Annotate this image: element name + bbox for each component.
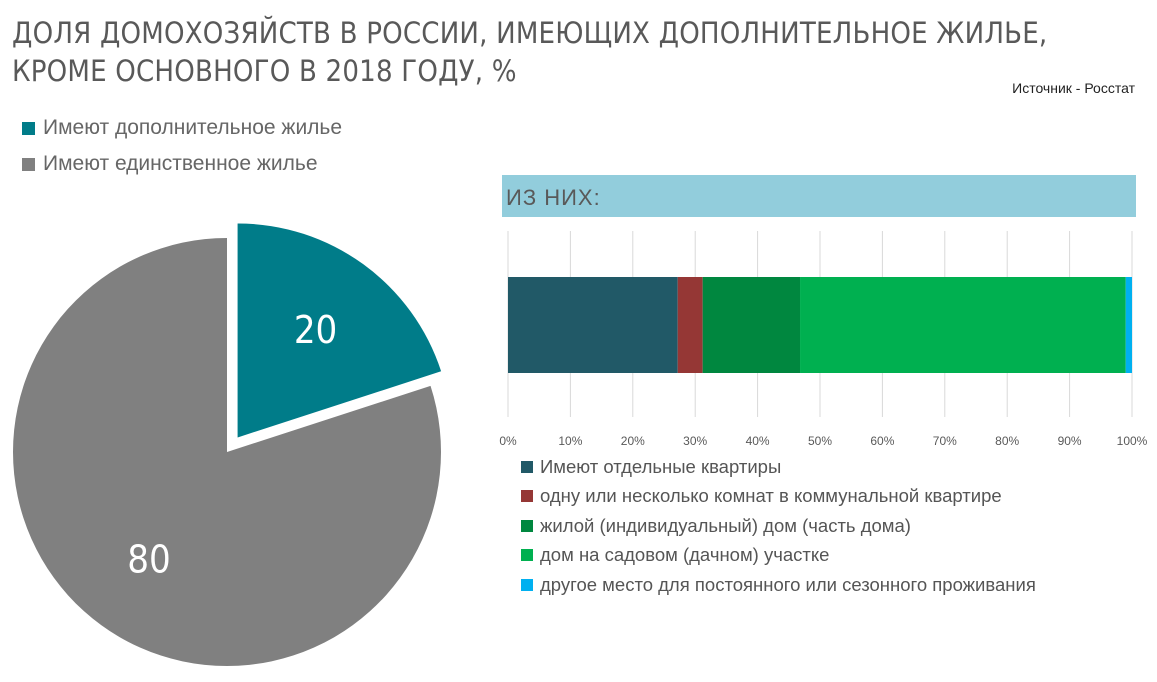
x-tick-label: 60% xyxy=(870,434,894,448)
legend-label: дом на садовом (дачном) участке xyxy=(540,544,830,566)
legend-swatch xyxy=(521,460,533,473)
legend-label: Имеют единственное жилье xyxy=(43,152,318,175)
x-tick-label: 90% xyxy=(1058,434,1082,448)
x-tick-label: 100% xyxy=(1117,434,1148,448)
legend-swatch xyxy=(22,121,35,135)
source-label: Источник - Росстат xyxy=(1012,80,1135,96)
legend-swatch xyxy=(521,578,533,591)
pie-data-label: 20 xyxy=(294,308,338,352)
legend-label: жилой (индивидуальный) дом (часть дома) xyxy=(540,514,911,536)
pie-data-label: 80 xyxy=(127,537,171,581)
legend-label: Имеют отдельные квартиры xyxy=(540,455,782,477)
bar-segment xyxy=(677,277,703,373)
bar-segment xyxy=(1125,277,1132,373)
bar-legend-item: дом на садовом (дачном) участке xyxy=(521,541,1036,571)
bar-legend-item: Имеют отдельные квартиры xyxy=(521,452,1036,482)
x-tick-label: 70% xyxy=(933,434,957,448)
pie-legend: Имеют дополнительное жилье Имеют единств… xyxy=(22,110,342,182)
bar-legend-item: другое место для постоянного или сезонно… xyxy=(521,570,1036,600)
legend-label: одну или несколько комнат в коммунальной… xyxy=(540,485,1002,507)
legend-swatch xyxy=(521,490,533,503)
legend-swatch xyxy=(521,549,533,562)
x-tick-label: 80% xyxy=(995,434,1019,448)
x-tick-label: 40% xyxy=(746,434,770,448)
x-tick-label: 30% xyxy=(683,434,707,448)
title-line-1: ДОЛЯ ДОМОХОЗЯЙСТВ В РОССИИ, ИМЕЮЩИХ ДОПО… xyxy=(12,16,1048,50)
legend-swatch xyxy=(22,157,35,171)
pie-legend-item: Имеют единственное жилье xyxy=(22,146,342,182)
bar-segment xyxy=(702,277,801,373)
pie-slice xyxy=(12,238,441,666)
breakdown-header: ИЗ НИХ: xyxy=(502,175,1136,217)
pie-slice xyxy=(237,223,442,438)
bar-legend-item: одну или несколько комнат в коммунальной… xyxy=(521,482,1036,512)
x-tick-label: 50% xyxy=(808,434,832,448)
legend-swatch xyxy=(521,519,533,532)
title-line-2: КРОМЕ ОСНОВНОГО В 2018 ГОДУ, % xyxy=(12,54,517,88)
bar-segment xyxy=(508,277,678,373)
pie-legend-item: Имеют дополнительное жилье xyxy=(22,110,342,146)
x-tick-label: 20% xyxy=(621,434,645,448)
bar-legend-item: жилой (индивидуальный) дом (часть дома) xyxy=(521,511,1036,541)
bar-segment xyxy=(800,277,1126,373)
x-tick-label: 10% xyxy=(558,434,582,448)
legend-label: другое место для постоянного или сезонно… xyxy=(540,573,1036,595)
legend-label: Имеют дополнительное жилье xyxy=(43,116,343,139)
page-title: ДОЛЯ ДОМОХОЗЯЙСТВ В РОССИИ, ИМЕЮЩИХ ДОПО… xyxy=(12,14,1047,90)
bar-legend: Имеют отдельные квартиры одну или нескол… xyxy=(521,452,1036,600)
x-tick-label: 0% xyxy=(499,434,517,448)
stacked-bar-chart: 0% 10% 20% 30% 40% 50% 60% 70% 80% 90% 100% xyxy=(499,231,1148,448)
